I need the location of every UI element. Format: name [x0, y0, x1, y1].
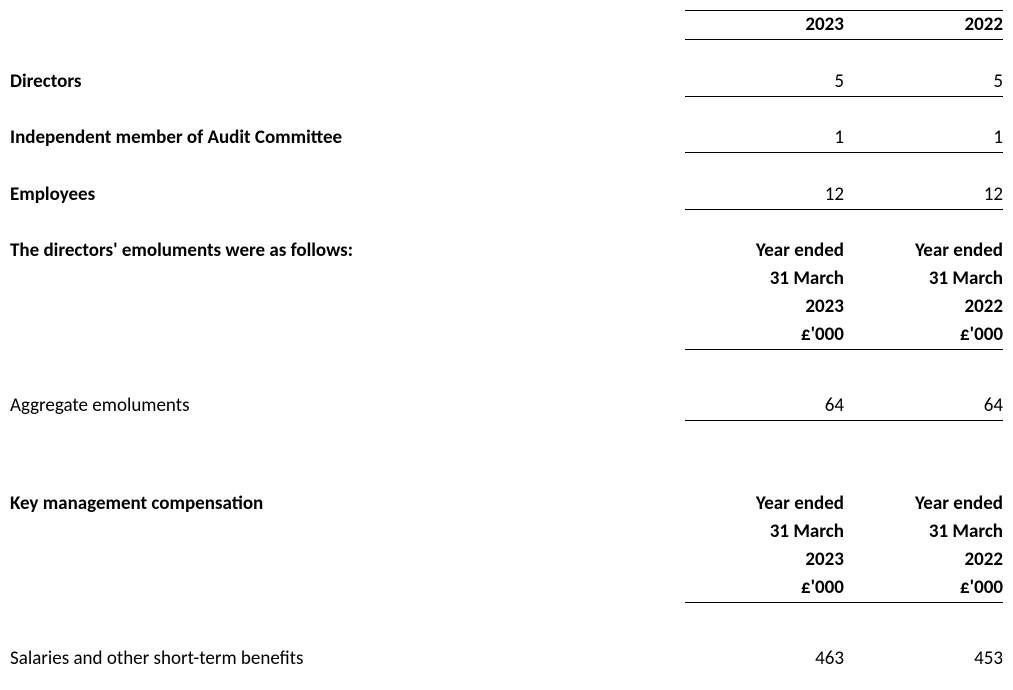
- emoluments-header-row: The directors' emoluments were as follow…: [10, 237, 1003, 350]
- salaries-2023: 463: [685, 645, 844, 673]
- emoluments-col2-l4: £'000: [844, 321, 1003, 349]
- spacer: [10, 603, 1003, 645]
- salaries-label: Salaries and other short-term benefits: [10, 645, 685, 673]
- directors-label: Directors: [10, 68, 685, 97]
- salaries-row: Salaries and other short-term benefits 4…: [10, 645, 1003, 673]
- compensation-col2-header: Year ended 31 March 2022 £'000: [844, 490, 1003, 603]
- aggregate-row: Aggregate emoluments 64 64: [10, 392, 1003, 421]
- aggregate-2022: 64: [844, 392, 1003, 421]
- spacer: [10, 96, 1003, 124]
- spacer: [10, 420, 1003, 462]
- compensation-col1-l3: 2023: [685, 546, 844, 574]
- emoluments-col1-l4: £'000: [685, 321, 844, 349]
- independent-label: Independent member of Audit Committee: [10, 124, 685, 153]
- independent-2022: 1: [844, 124, 1003, 153]
- spacer: [10, 209, 1003, 237]
- emoluments-col1-l1: Year ended: [685, 237, 844, 265]
- employees-row: Employees 12 12: [10, 181, 1003, 210]
- compensation-header-row: Key management compensation Year ended 3…: [10, 490, 1003, 603]
- compensation-col1-l4: £'000: [685, 574, 844, 602]
- employees-2022: 12: [844, 181, 1003, 210]
- compensation-col1-l2: 31 March: [685, 518, 844, 546]
- spacer: [10, 462, 1003, 490]
- directors-2022: 5: [844, 68, 1003, 97]
- financial-table: 2023 2022 Directors 5 5 Independent memb…: [10, 10, 1003, 673]
- year-header-row: 2023 2022: [10, 11, 1003, 40]
- independent-2023: 1: [685, 124, 844, 153]
- empty-cell: [10, 11, 685, 40]
- emoluments-col2-l2: 31 March: [844, 265, 1003, 293]
- emoluments-col1-l2: 31 March: [685, 265, 844, 293]
- compensation-col2-l4: £'000: [844, 574, 1003, 602]
- emoluments-col1-l3: 2023: [685, 293, 844, 321]
- compensation-col2-l2: 31 March: [844, 518, 1003, 546]
- employees-label: Employees: [10, 181, 685, 210]
- compensation-title: Key management compensation: [10, 490, 685, 603]
- salaries-2022: 453: [844, 645, 1003, 673]
- aggregate-2023: 64: [685, 392, 844, 421]
- directors-2023: 5: [685, 68, 844, 97]
- emoluments-title: The directors' emoluments were as follow…: [10, 237, 685, 350]
- spacer: [10, 40, 1003, 68]
- compensation-col2-l3: 2022: [844, 546, 1003, 574]
- year-header-2023: 2023: [685, 11, 844, 40]
- emoluments-col2-header: Year ended 31 March 2022 £'000: [844, 237, 1003, 350]
- directors-row: Directors 5 5: [10, 68, 1003, 97]
- aggregate-label: Aggregate emoluments: [10, 392, 685, 421]
- spacer: [10, 153, 1003, 181]
- spacer: [10, 350, 1003, 392]
- compensation-col1-header: Year ended 31 March 2023 £'000: [685, 490, 844, 603]
- emoluments-col1-header: Year ended 31 March 2023 £'000: [685, 237, 844, 350]
- emoluments-col2-l3: 2022: [844, 293, 1003, 321]
- year-header-2022: 2022: [844, 11, 1003, 40]
- employees-2023: 12: [685, 181, 844, 210]
- compensation-col2-l1: Year ended: [844, 490, 1003, 518]
- independent-row: Independent member of Audit Committee 1 …: [10, 124, 1003, 153]
- compensation-col1-l1: Year ended: [685, 490, 844, 518]
- emoluments-col2-l1: Year ended: [844, 237, 1003, 265]
